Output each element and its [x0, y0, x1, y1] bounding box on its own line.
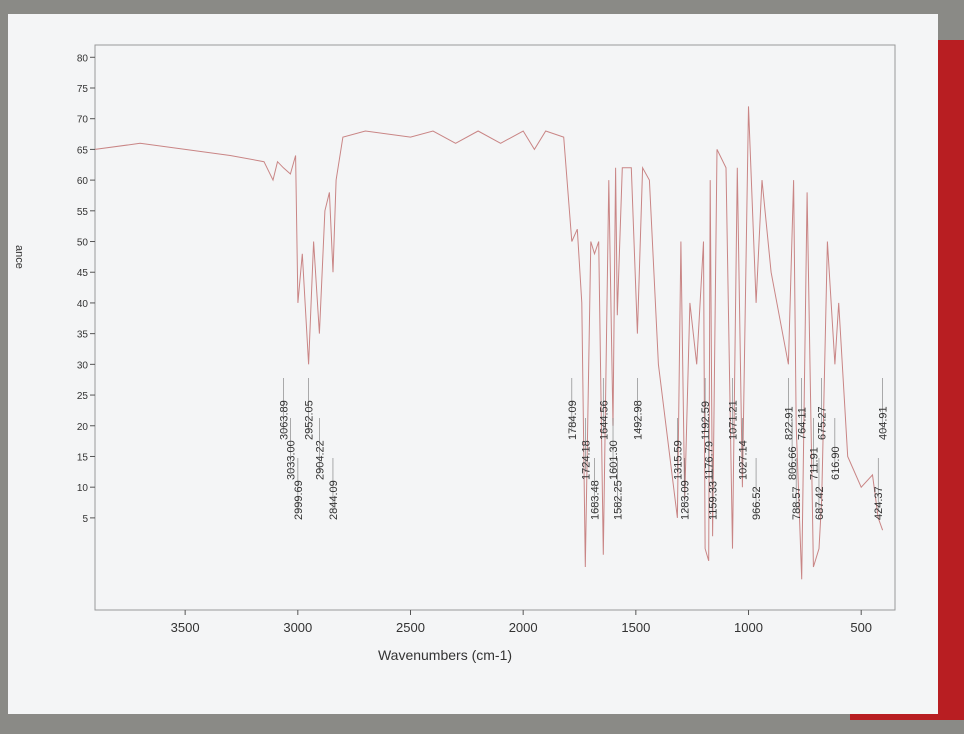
- peak-label: 1283.09: [680, 480, 692, 520]
- plot-frame: [94, 44, 896, 611]
- y-tick-label: 40: [77, 299, 89, 310]
- peak-label: 1315.59: [672, 440, 684, 480]
- y-tick-label: 45: [77, 268, 89, 279]
- peak-label: 711.91: [808, 447, 820, 480]
- y-tick-label: 5: [82, 514, 88, 525]
- y-tick-label: 75: [77, 84, 89, 95]
- x-tick-label: 3000: [283, 620, 312, 635]
- y-tick-label: 65: [77, 145, 89, 156]
- peak-label: 1492.98: [632, 400, 644, 440]
- x-tick-label: 2500: [396, 620, 425, 635]
- y-tick-label: 55: [77, 207, 89, 218]
- x-tick-label: 1000: [734, 620, 763, 635]
- peak-label: 1192.59: [700, 401, 712, 440]
- peak-label: 2999.69: [293, 480, 305, 520]
- paper: [8, 14, 938, 714]
- x-axis-title: Wavenumbers (cm-1): [378, 647, 512, 663]
- peak-label: 687.42: [814, 486, 826, 520]
- peak-label: 2904.22: [314, 440, 326, 480]
- y-tick-label: 35: [77, 330, 89, 341]
- peak-label: 1582.25: [612, 480, 624, 520]
- y-tick-label: 50: [77, 238, 89, 249]
- y-tick-label: 15: [77, 452, 89, 463]
- peak-label: 788.57: [791, 486, 803, 520]
- y-tick-label: 10: [77, 483, 89, 494]
- peak-label: 3033.00: [285, 440, 297, 480]
- spectrum-line: [94, 106, 884, 580]
- peak-label: 1176.79: [704, 441, 716, 480]
- peak-label: 1601.30: [608, 440, 620, 480]
- peak-label: 1644.56: [598, 400, 610, 440]
- peak-label: 1071.21: [727, 400, 739, 440]
- peak-label: 966.52: [751, 486, 763, 520]
- peak-label: 404.91: [878, 406, 890, 440]
- y-tick-label: 30: [77, 360, 89, 371]
- peak-label: 675.27: [817, 406, 829, 440]
- peak-label: 616.90: [830, 446, 842, 480]
- peak-label: 764.11: [797, 407, 809, 440]
- x-tick-label: 1500: [621, 620, 650, 635]
- x-tick-label: 500: [850, 620, 872, 635]
- y-tick-label: 25: [77, 391, 89, 402]
- y-tick-label: 70: [77, 115, 89, 126]
- y-tick-label: 60: [77, 176, 89, 187]
- peak-label: 2952.05: [304, 400, 316, 440]
- peak-label: 1027.14: [737, 440, 749, 480]
- peak-label: 424.37: [873, 486, 885, 520]
- peak-label: 3063.89: [278, 400, 290, 440]
- y-axis-title: ance: [13, 245, 25, 269]
- peak-label: 1784.09: [567, 400, 579, 440]
- peak-label: 806.66: [787, 446, 799, 480]
- peak-label: 2844.09: [328, 480, 340, 520]
- y-tick-label: 80: [77, 53, 89, 64]
- peak-label: 1683.48: [589, 480, 601, 520]
- y-tick-label: 20: [77, 422, 89, 433]
- peak-label: 1724.18: [580, 440, 592, 480]
- x-tick-label: 3500: [171, 620, 200, 635]
- peak-label: 1159.33: [708, 481, 720, 520]
- x-tick-label: 2000: [509, 620, 538, 635]
- peak-label: 822.91: [783, 406, 795, 440]
